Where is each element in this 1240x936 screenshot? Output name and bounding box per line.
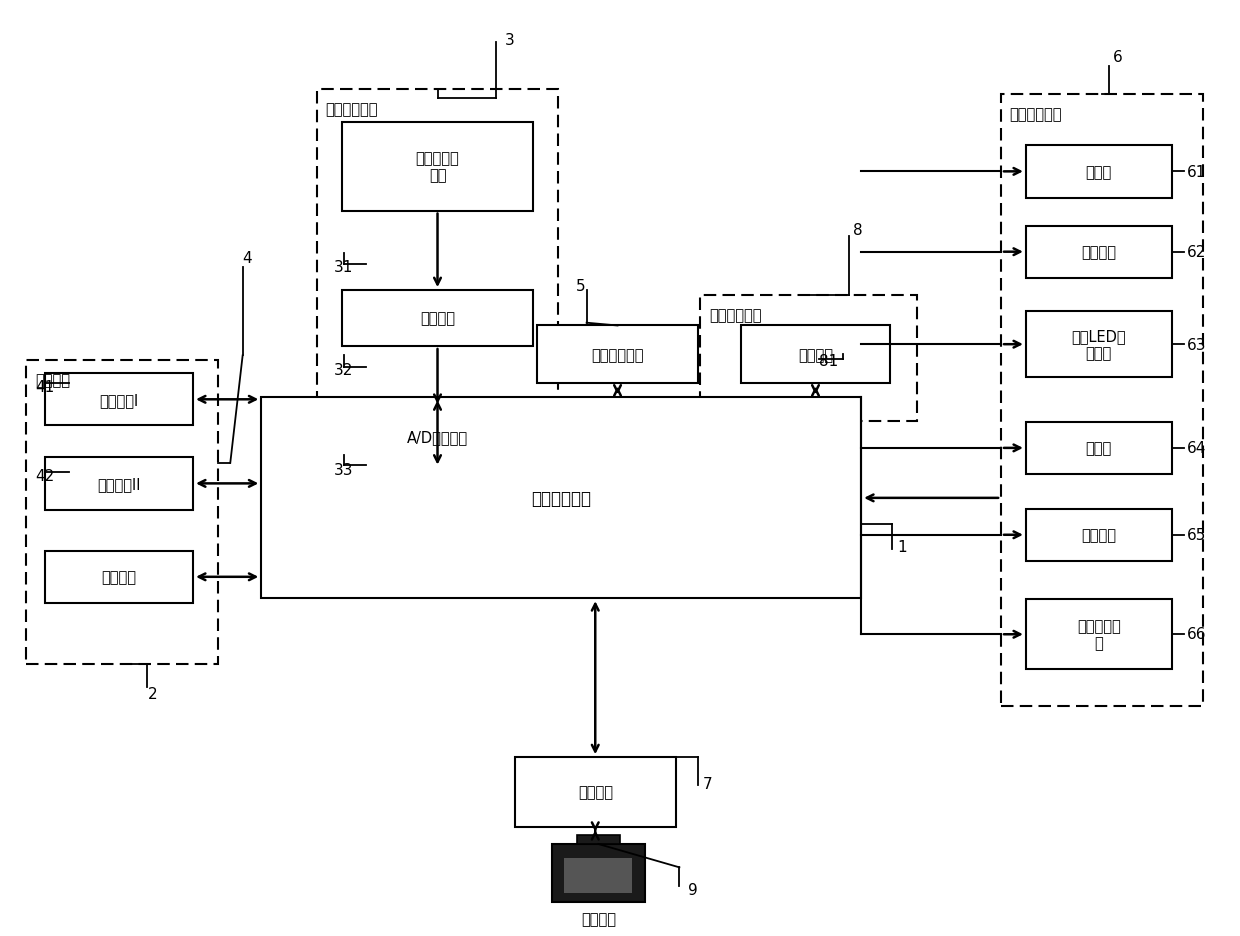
Bar	[262, 398, 862, 599]
Text: 41: 41	[35, 379, 55, 394]
Bar	[317, 90, 558, 505]
Text: 存储模块II: 存储模块II	[97, 476, 140, 491]
Bar	[742, 326, 890, 384]
Text: 控制终端: 控制终端	[580, 912, 616, 927]
Bar	[1025, 509, 1172, 562]
Text: 8: 8	[853, 223, 862, 238]
Text: 时钟同步模块: 时钟同步模块	[709, 308, 761, 323]
Bar	[45, 551, 193, 604]
Text: 2: 2	[148, 686, 157, 701]
FancyBboxPatch shape	[552, 844, 645, 902]
Text: 5: 5	[575, 279, 585, 294]
Text: 多色LED接
口电路: 多色LED接 口电路	[1071, 329, 1126, 361]
Text: A/D转换电路: A/D转换电路	[407, 431, 467, 446]
Bar	[1025, 227, 1172, 279]
Text: 信号调理: 信号调理	[420, 311, 455, 326]
Text: 电源模块: 电源模块	[102, 570, 136, 585]
Bar	[1025, 146, 1172, 198]
Text: 3: 3	[505, 33, 515, 48]
Text: 信息交互模
块: 信息交互模 块	[1076, 619, 1121, 651]
Bar	[564, 858, 632, 893]
Text: 42: 42	[35, 469, 55, 484]
Bar	[45, 458, 193, 510]
Text: 震动马达: 震动马达	[1081, 528, 1116, 543]
Text: 4: 4	[243, 251, 252, 266]
Bar	[342, 291, 533, 346]
Bar	[577, 835, 620, 844]
Text: 31: 31	[335, 260, 353, 275]
Text: 62: 62	[1187, 245, 1207, 260]
Text: 通讯模块: 通讯模块	[578, 784, 613, 799]
Text: 65: 65	[1187, 528, 1207, 543]
Text: 6: 6	[1112, 50, 1122, 65]
Text: 蜂鸣器: 蜂鸣器	[1086, 441, 1112, 456]
Text: 人机交互模块: 人机交互模块	[1009, 107, 1063, 122]
Text: 微控制器模块: 微控制器模块	[531, 490, 591, 507]
Bar	[515, 757, 676, 827]
Text: 63: 63	[1187, 337, 1207, 352]
Text: 按键电路: 按键电路	[1081, 245, 1116, 260]
Bar	[1025, 312, 1172, 377]
Bar	[701, 296, 916, 421]
Bar	[26, 360, 218, 664]
Text: 角度检测模块: 角度检测模块	[591, 347, 644, 362]
Bar	[1025, 422, 1172, 475]
Bar	[537, 326, 698, 384]
Text: 存储模块: 存储模块	[35, 373, 69, 388]
Text: 7: 7	[703, 776, 713, 791]
Bar	[1025, 600, 1172, 669]
Text: 33: 33	[335, 462, 353, 477]
Text: 惠斯通全桥
电路: 惠斯通全桥 电路	[415, 151, 459, 183]
Text: 显示屏: 显示屏	[1086, 165, 1112, 180]
Text: 存储模块I: 存储模块I	[99, 392, 139, 407]
Text: 信号调理模块: 信号调理模块	[326, 102, 378, 117]
Text: 32: 32	[335, 362, 353, 377]
Text: 66: 66	[1187, 626, 1207, 641]
Bar	[342, 123, 533, 212]
Text: 9: 9	[688, 883, 698, 898]
Text: 64: 64	[1187, 441, 1207, 456]
Text: 61: 61	[1187, 165, 1207, 180]
Text: 1: 1	[897, 540, 906, 555]
Text: 81: 81	[820, 354, 838, 369]
Text: 时钟电路: 时钟电路	[799, 347, 833, 362]
Bar	[1001, 95, 1203, 706]
Bar	[45, 373, 193, 426]
Bar	[342, 407, 533, 468]
